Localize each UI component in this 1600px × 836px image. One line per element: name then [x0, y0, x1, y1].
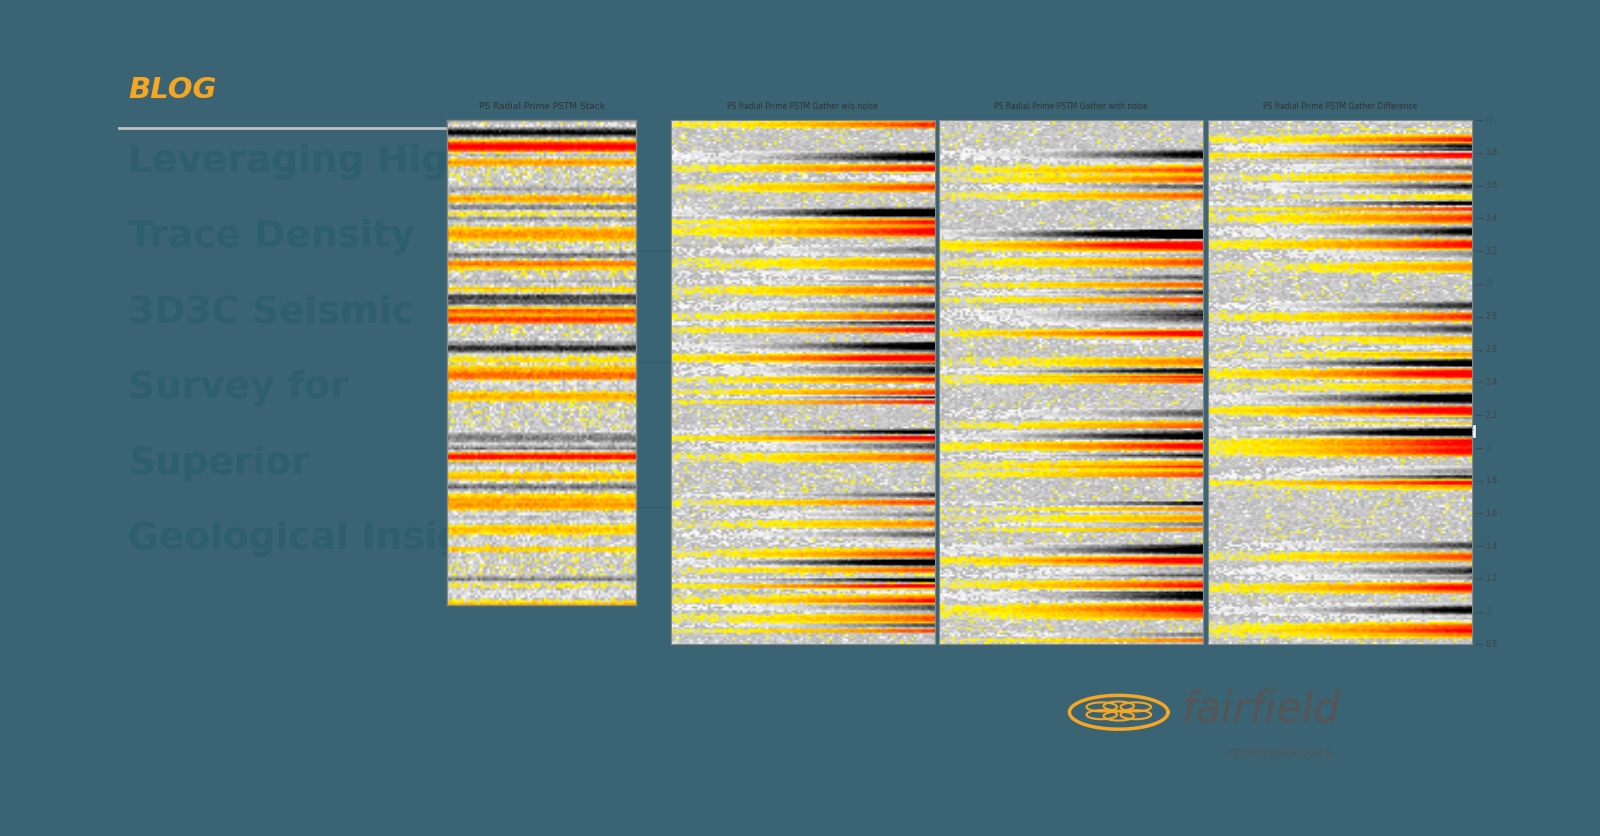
Text: 1.8: 1.8: [1485, 476, 1498, 485]
Text: 3.8: 3.8: [1485, 149, 1498, 157]
Text: BSA: BSA: [638, 358, 702, 367]
Text: Trace Density: Trace Density: [128, 219, 416, 256]
Text: 2.4: 2.4: [1485, 378, 1498, 387]
Text: 3D3C Seismic: 3D3C Seismic: [128, 295, 414, 331]
Text: Yates: Yates: [638, 503, 707, 512]
Text: 3: 3: [1485, 279, 1493, 289]
Text: PS Radial Prime PSTM Gather Difference: PS Radial Prime PSTM Gather Difference: [1262, 102, 1418, 110]
Text: 3.4: 3.4: [1485, 214, 1498, 223]
Text: PS Radial Prime PSTM Gather w/o noise: PS Radial Prime PSTM Gather w/o noise: [728, 102, 878, 110]
Text: 3.2: 3.2: [1485, 247, 1498, 256]
Text: 1: 1: [1485, 607, 1493, 617]
Text: Leveraging High: Leveraging High: [128, 144, 475, 180]
Text: 2.8: 2.8: [1485, 312, 1498, 321]
Text: 2.2: 2.2: [1485, 410, 1498, 420]
Text: 3.6: 3.6: [1485, 181, 1498, 191]
Text: 2: 2: [1485, 443, 1493, 453]
Text: Geological Insight: Geological Insight: [128, 522, 509, 558]
Text: PS Radial Prime PSTM Gather with noise: PS Radial Prime PSTM Gather with noise: [995, 102, 1149, 110]
Text: 1.6: 1.6: [1485, 509, 1498, 517]
Text: Superior: Superior: [128, 446, 310, 482]
Text: 2.6: 2.6: [1485, 345, 1498, 354]
Text: 0.8: 0.8: [1485, 640, 1498, 649]
Text: fairfield: fairfield: [1181, 689, 1341, 731]
Text: Possible Shear-To-Shear Energy: Possible Shear-To-Shear Energy: [1277, 145, 1403, 154]
Text: 4: 4: [1485, 115, 1493, 125]
Text: 1.2: 1.2: [1485, 574, 1498, 584]
Text: ? Energy: ? Energy: [1384, 427, 1474, 441]
Text: P-wave Energy: P-wave Energy: [1325, 525, 1384, 562]
Text: Survey for: Survey for: [128, 370, 349, 406]
Text: GEOTECHNOLOGIES: GEOTECHNOLOGIES: [1227, 749, 1333, 759]
Text: BLOG: BLOG: [128, 76, 216, 104]
Text: PS Radial Prime PSTM Stack: PS Radial Prime PSTM Stack: [478, 102, 605, 110]
Text: 1.4: 1.4: [1485, 542, 1498, 551]
Text: Strawn: Strawn: [638, 247, 717, 256]
